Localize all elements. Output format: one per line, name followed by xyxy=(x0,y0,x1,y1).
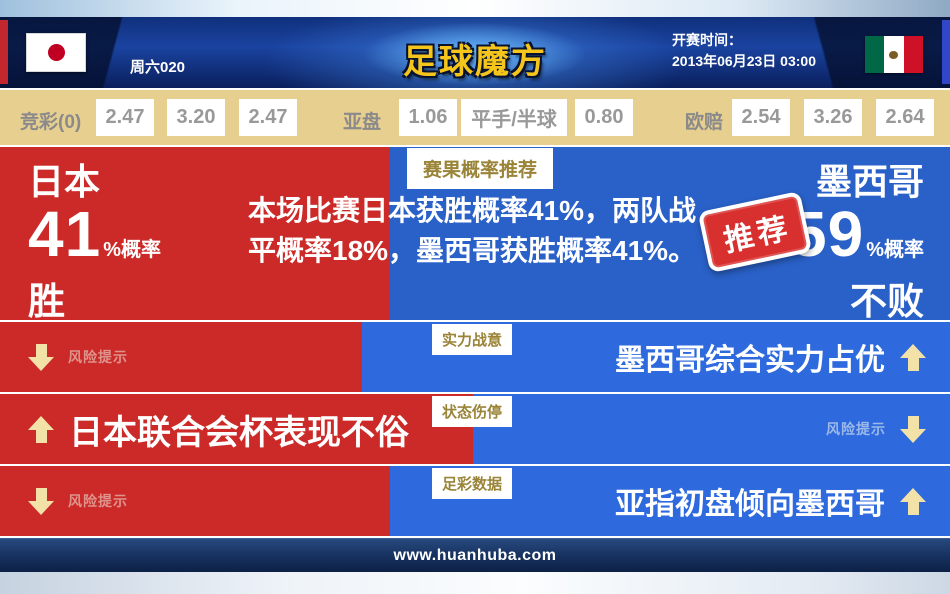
row3-red-part: 风险提示 xyxy=(0,466,390,536)
away-probability-unit: %概率 xyxy=(866,239,924,261)
header-right-blue-stripe xyxy=(942,20,950,84)
down-arrow-icon xyxy=(900,415,926,443)
jingcai-home-odds: 2.47 xyxy=(96,99,154,136)
analysis-row-data: 风险提示 亚指初盘倾向墨西哥 足彩数据 xyxy=(0,466,950,536)
home-red-block xyxy=(0,147,390,320)
site-logo: 足球魔方 xyxy=(403,43,547,81)
footer-bar: www.huanhuba.com xyxy=(0,538,950,572)
row2-blue-part: 风险提示 xyxy=(473,394,950,464)
home-team-name: 日本 xyxy=(28,161,101,202)
header-left-red-stripe xyxy=(0,20,8,84)
up-arrow-icon xyxy=(28,415,54,443)
home-outcome: 胜 xyxy=(28,281,65,322)
yapan-label: 亚盘 xyxy=(343,112,382,133)
row3-tag: 足彩数据 xyxy=(432,468,513,499)
odds-bar: 竞彩(0) 2.47 3.20 2.47 亚盘 1.06 平手/半球 0.80 … xyxy=(0,90,950,145)
japan-flag xyxy=(26,33,86,72)
home-probability-unit: %概率 xyxy=(103,239,161,261)
prediction-panel: 赛果概率推荐 日本 41 %概率 胜 本场比赛日本获胜概率41%，两队战平概率1… xyxy=(0,147,950,322)
analysis-text: 亚指初盘倾向墨西哥 xyxy=(615,488,885,521)
oupei-away-odds: 2.64 xyxy=(876,99,934,136)
bottom-strip xyxy=(0,572,950,594)
yapan-home-odds: 1.06 xyxy=(399,99,457,136)
website-link[interactable]: www.huanhuba.com xyxy=(393,546,557,564)
down-arrow-icon xyxy=(28,487,54,515)
row1-red-part: 风险提示 xyxy=(0,322,362,392)
prediction-summary: 本场比赛日本获胜概率41%，两队战平概率18%，墨西哥获胜概率41%。 xyxy=(248,195,697,266)
kickoff-label: 开赛时间： xyxy=(672,32,742,48)
result-probability-tag: 赛果概率推荐 xyxy=(407,148,554,189)
analysis-text: 墨西哥综合实力占优 xyxy=(615,344,885,377)
oupei-draw-odds: 3.26 xyxy=(804,99,862,136)
mexico-flag-green-stripe xyxy=(865,36,885,73)
risk-label: 风险提示 xyxy=(68,349,128,365)
oupei-home-odds: 2.54 xyxy=(732,99,790,136)
risk-indicator: 风险提示 xyxy=(0,466,390,536)
home-win-probability: 41 xyxy=(28,198,102,270)
analysis-text: 日本联合会杯表现不俗 xyxy=(69,413,409,452)
away-team-panel: 墨西哥 59 %概率 不败 xyxy=(791,159,924,325)
away-outcome: 不败 xyxy=(850,281,924,322)
risk-indicator: 风险提示 xyxy=(473,394,950,464)
analysis-content: 亚指初盘倾向墨西哥 xyxy=(390,466,950,536)
analysis-row-strength: 风险提示 墨西哥综合实力占优 实力战意 xyxy=(0,322,950,392)
jingcai-draw-odds: 3.20 xyxy=(167,99,225,136)
analysis-content: 墨西哥综合实力占优 xyxy=(362,322,950,392)
risk-indicator: 风险提示 xyxy=(0,322,362,392)
top-strip xyxy=(0,0,950,17)
mexico-flag-white-stripe xyxy=(884,36,904,73)
kickoff-time: 2013年06月23日 03:00 xyxy=(672,53,816,69)
jingcai-away-odds: 2.47 xyxy=(239,99,297,136)
header-bar: 周六020 足球魔方 开赛时间： 2013年06月23日 03:00 xyxy=(0,17,950,88)
row2-tag: 状态伤停 xyxy=(432,396,513,427)
up-arrow-icon xyxy=(900,343,926,371)
yapan-away-odds: 0.80 xyxy=(575,99,633,136)
risk-label: 风险提示 xyxy=(826,421,886,437)
kickoff-time-block: 开赛时间： 2013年06月23日 03:00 xyxy=(672,30,816,72)
home-probability-line: 41 %概率 xyxy=(28,198,161,279)
home-team-panel: 日本 41 %概率 胜 xyxy=(28,159,161,325)
yapan-handicap: 平手/半球 xyxy=(461,99,567,136)
jingcai-label: 竞彩(0) xyxy=(20,112,82,133)
row1-tag: 实力战意 xyxy=(432,324,513,355)
match-code: 周六020 xyxy=(130,59,186,76)
away-team-name: 墨西哥 xyxy=(815,161,924,202)
mexico-flag-emblem xyxy=(889,50,899,59)
risk-label: 风险提示 xyxy=(68,493,128,509)
logo-glow xyxy=(365,23,585,85)
mexico-flag-red-stripe xyxy=(903,36,923,73)
analysis-content: 日本联合会杯表现不俗 xyxy=(0,394,473,464)
mexico-flag xyxy=(865,36,923,73)
away-probability-line: 59 %概率 xyxy=(791,202,924,279)
down-arrow-icon xyxy=(28,343,54,371)
row1-blue-part: 墨西哥综合实力占优 xyxy=(362,322,950,392)
analysis-row-form: 日本联合会杯表现不俗 风险提示 状态伤停 xyxy=(0,394,950,464)
oupei-label: 欧赔 xyxy=(685,112,724,133)
row2-red-part: 日本联合会杯表现不俗 xyxy=(0,394,473,464)
up-arrow-icon xyxy=(900,487,926,515)
japan-flag-circle xyxy=(47,44,65,61)
